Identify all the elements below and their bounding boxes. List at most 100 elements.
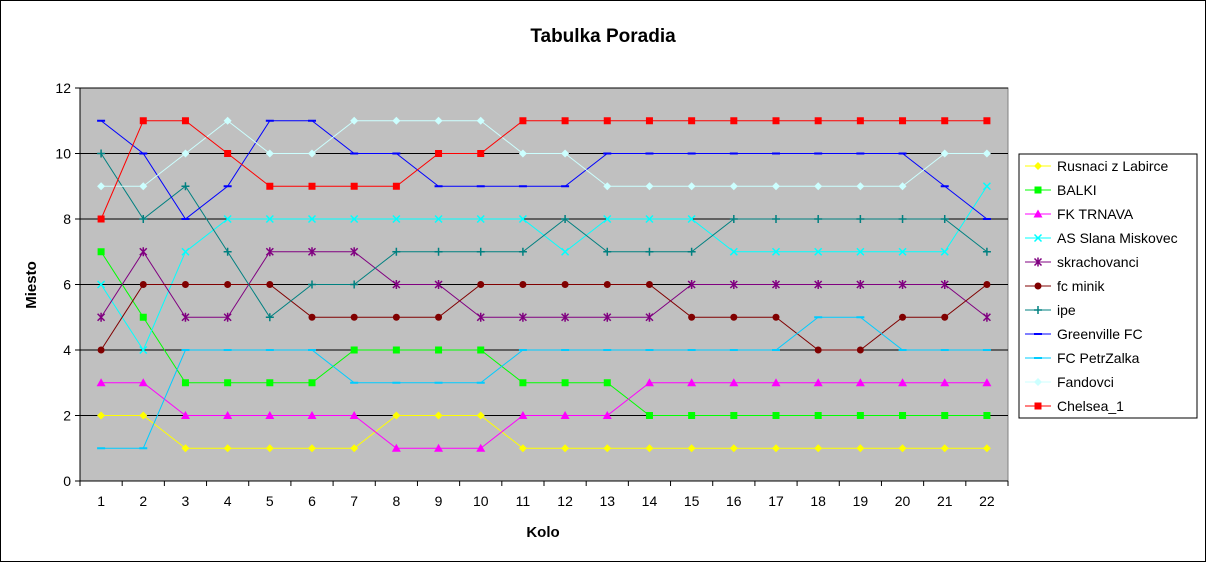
data-point: [603, 444, 612, 453]
legend-marker: [1034, 306, 1042, 314]
legend-item: Chelsea_1: [1025, 398, 1124, 414]
data-point: [266, 182, 274, 190]
data-point: [139, 117, 147, 125]
x-tick-label: 6: [308, 493, 316, 509]
legend-label: skrachovanci: [1057, 254, 1139, 270]
legend-label: Chelsea_1: [1057, 398, 1124, 414]
y-tick-label: 2: [63, 408, 71, 424]
data-point: [139, 247, 148, 257]
data-point: [982, 182, 991, 191]
data-point: [97, 411, 106, 420]
data-point: [97, 280, 106, 289]
x-tick-label: 8: [392, 493, 400, 509]
data-point: [983, 281, 991, 288]
data-point: [898, 280, 907, 289]
data-point: [603, 117, 611, 125]
data-point: [181, 379, 189, 387]
data-point: [940, 444, 949, 453]
data-point: [308, 313, 316, 321]
data-point: [139, 182, 148, 191]
legend-marker: [1034, 378, 1042, 386]
data-point: [645, 247, 654, 256]
y-tick-label: 8: [63, 211, 71, 227]
data-point: [181, 312, 190, 322]
data-point: [983, 412, 991, 419]
data-point: [899, 313, 907, 321]
data-point: [687, 378, 697, 387]
x-tick-label: 1: [97, 493, 105, 509]
data-point: [940, 378, 950, 387]
legend-item: Rusnaci z Labirce: [1025, 158, 1168, 174]
data-point: [434, 443, 444, 452]
data-point: [308, 444, 316, 453]
data-point: [814, 346, 822, 354]
data-point: [519, 281, 527, 288]
data-point: [350, 280, 359, 289]
data-point: [518, 247, 527, 256]
data-point: [771, 280, 781, 289]
series-points-greenville-fc: [97, 119, 991, 220]
data-point: [983, 117, 991, 125]
data-point: [771, 247, 781, 256]
data-point: [644, 378, 654, 387]
data-point: [435, 150, 443, 157]
legend-marker: [1034, 402, 1042, 410]
data-point: [434, 411, 443, 420]
data-point: [476, 116, 485, 125]
data-point: [477, 281, 485, 288]
data-point: [687, 444, 696, 453]
data-point: [982, 312, 991, 322]
data-point: [180, 411, 190, 419]
data-point: [645, 214, 654, 224]
data-point: [224, 379, 232, 387]
data-point: [940, 215, 949, 223]
legend-item: skrachovanci: [1025, 254, 1139, 270]
series-line-ipe: [100, 153, 988, 318]
data-point: [982, 444, 991, 453]
data-point: [518, 214, 527, 224]
data-point: [97, 182, 106, 191]
data-point: [730, 117, 738, 125]
data-point: [688, 412, 696, 419]
legend-item: AS Slana Miskovec: [1025, 230, 1178, 246]
data-point: [392, 182, 400, 190]
data-point: [308, 149, 316, 158]
x-tick-label: 12: [557, 493, 573, 509]
data-point: [772, 215, 780, 223]
data-point: [855, 378, 865, 387]
chart-title: Tabulka Poradia: [530, 26, 676, 47]
x-tick-label: 18: [810, 493, 826, 509]
data-point: [814, 117, 822, 125]
data-point: [603, 214, 612, 224]
data-point: [477, 346, 485, 354]
series-line-fk-trnava: [101, 382, 987, 449]
data-point: [813, 378, 823, 387]
data-point: [645, 117, 653, 125]
data-point: [561, 215, 570, 223]
data-point: [518, 312, 527, 322]
data-point: [898, 378, 908, 387]
legend-label: Rusnaci z Labirce: [1057, 158, 1168, 174]
series-points-fc-minik: [97, 281, 991, 354]
data-point: [223, 411, 233, 419]
legend-marker: [1033, 233, 1043, 243]
data-point: [139, 313, 147, 321]
data-point: [982, 378, 992, 387]
data-point: [266, 379, 274, 387]
series-points-as-slana-miskovec: [97, 182, 991, 355]
data-point: [687, 182, 696, 191]
data-point: [730, 313, 738, 321]
data-point: [392, 116, 401, 125]
series-line-chelsea-1: [100, 120, 987, 220]
y-tick-label: 4: [63, 342, 71, 358]
data-point: [392, 411, 401, 420]
data-point: [772, 117, 780, 125]
data-point: [266, 281, 274, 288]
series-markers: [96, 116, 992, 453]
legend-item: Fandovci: [1025, 374, 1114, 390]
data-point: [350, 444, 359, 453]
data-point: [350, 313, 358, 321]
legend-marker: [1034, 162, 1042, 170]
